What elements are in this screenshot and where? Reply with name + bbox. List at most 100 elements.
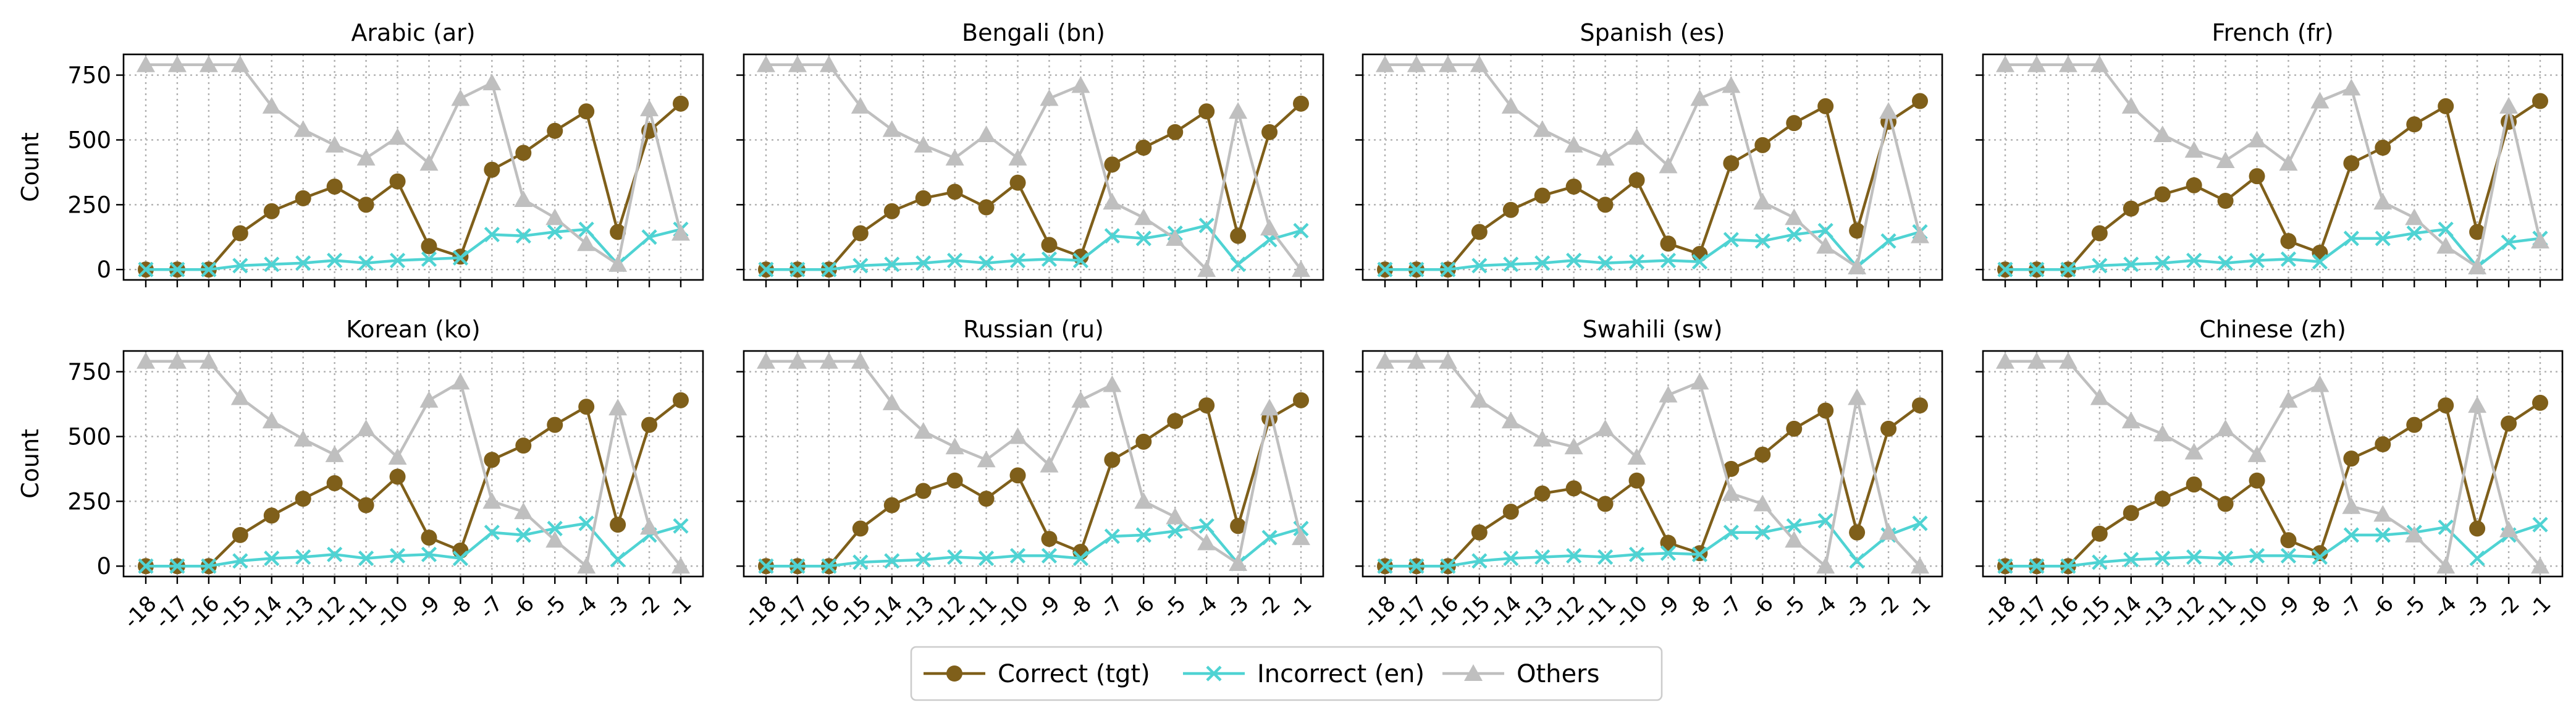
data-point-others: [640, 99, 659, 117]
data-point-others: [2247, 130, 2267, 148]
data-point-incorrect: [452, 551, 469, 567]
data-point-others: [451, 89, 470, 106]
data-point-correct: [2217, 496, 2234, 512]
data-point-others: [137, 55, 155, 72]
data-point-others: [914, 135, 933, 153]
data-point-correct: [2532, 93, 2548, 109]
data-point-correct: [1167, 124, 1184, 140]
data-point-correct: [1912, 397, 1928, 414]
data-point-incorrect: [295, 255, 311, 271]
x-tick-label: -1: [664, 591, 697, 624]
data-point-correct: [2123, 505, 2139, 522]
data-point-others: [1690, 89, 1709, 106]
data-point-correct: [326, 178, 343, 195]
data-point-incorrect: [169, 261, 185, 277]
y-axis-label: Count: [17, 429, 44, 499]
data-point-others: [1533, 429, 1552, 447]
x-tick-label: -3: [601, 591, 634, 624]
data-point-correct: [263, 203, 280, 219]
data-point-incorrect: [1440, 261, 1456, 277]
data-point-correct: [1198, 103, 1215, 120]
data-point-incorrect: [327, 252, 343, 269]
data-point-incorrect: [1471, 553, 1488, 569]
x-tick-label: -3: [1221, 591, 1254, 624]
data-point-others: [2090, 55, 2109, 72]
x-tick-label: -10: [991, 591, 1033, 634]
data-point-incorrect: [2186, 252, 2202, 269]
data-point-others: [482, 492, 502, 509]
data-point-incorrect: [1723, 232, 1739, 248]
x-tick-label: -6: [1746, 591, 1778, 624]
panel-title: Russian (ru): [963, 316, 1104, 343]
data-point-incorrect: [2123, 256, 2139, 272]
x-tick-label: -9: [1032, 591, 1065, 624]
data-point-correct: [852, 225, 869, 242]
data-point-others: [419, 154, 439, 171]
data-point-others: [2499, 520, 2519, 538]
data-point-incorrect: [452, 250, 469, 266]
panel-frame: [1982, 350, 2564, 578]
data-point-incorrect: [1503, 256, 1519, 272]
panel-frame: [1362, 350, 1943, 578]
data-point-correct: [1817, 402, 1834, 419]
data-point-others: [1040, 455, 1059, 473]
data-point-incorrect: [1072, 252, 1089, 269]
legend: Correct (tgt) Incorrect (en) Others: [910, 646, 1663, 701]
data-point-others: [2121, 96, 2140, 114]
data-point-others: [2153, 424, 2172, 442]
data-point-correct: [2249, 168, 2265, 185]
data-point-others: [545, 208, 565, 226]
data-point-others: [1911, 226, 1929, 243]
data-point-incorrect: [484, 226, 500, 243]
data-point-others: [545, 531, 565, 548]
data-point-incorrect: [295, 549, 311, 565]
panel-title: Chinese (zh): [2199, 316, 2346, 343]
data-point-others: [293, 429, 313, 447]
data-point-incorrect: [1408, 261, 1425, 277]
y-tick-label: 250: [67, 192, 111, 218]
data-point-incorrect: [1041, 251, 1058, 268]
data-point-others: [388, 448, 407, 465]
data-point-correct: [641, 416, 658, 433]
data-point-incorrect: [201, 558, 217, 574]
data-point-incorrect: [884, 553, 900, 569]
data-point-correct: [2375, 140, 2391, 156]
data-point-correct: [1502, 504, 1519, 520]
x-tick-label: -10: [371, 591, 413, 634]
data-point-correct: [946, 472, 963, 489]
data-point-others: [1816, 237, 1835, 254]
data-point-others: [2531, 232, 2549, 249]
data-point-others: [1229, 554, 1248, 572]
data-point-others: [2058, 352, 2077, 369]
data-point-correct: [2280, 532, 2297, 549]
x-tick-label: -1: [1284, 591, 1317, 624]
data-point-others: [671, 224, 690, 241]
data-point-others: [451, 373, 470, 390]
panel-7: Chinese (zh)-18-17-16-15-14-13-12-11-10-…: [1976, 316, 2564, 634]
data-point-correct: [2249, 472, 2265, 489]
data-point-others: [2216, 151, 2235, 169]
data-point-correct: [2469, 224, 2486, 240]
data-point-correct: [1628, 172, 1645, 188]
panel-frame: [743, 350, 1324, 578]
data-point-correct: [610, 517, 626, 533]
data-point-others: [1848, 258, 1867, 275]
data-point-others: [2436, 557, 2456, 574]
data-point-correct: [610, 224, 626, 240]
data-point-correct: [515, 437, 532, 454]
data-point-others: [1996, 352, 2014, 369]
data-point-incorrect: [1009, 252, 1026, 269]
data-point-correct: [1009, 174, 1026, 191]
data-point-correct: [295, 190, 311, 206]
x-tick-label: -2: [1253, 591, 1286, 624]
panel-frame: [743, 53, 1324, 281]
legend-marker-triangle: [1464, 664, 1483, 681]
data-point-others: [1879, 523, 1898, 540]
data-point-others: [1501, 412, 1520, 429]
data-point-correct: [2375, 436, 2391, 453]
y-tick-label: 750: [67, 359, 111, 386]
data-point-incorrect: [1997, 261, 2013, 277]
data-point-incorrect: [2343, 230, 2359, 247]
data-point-others: [1848, 388, 1867, 405]
data-point-incorrect: [2438, 519, 2454, 535]
